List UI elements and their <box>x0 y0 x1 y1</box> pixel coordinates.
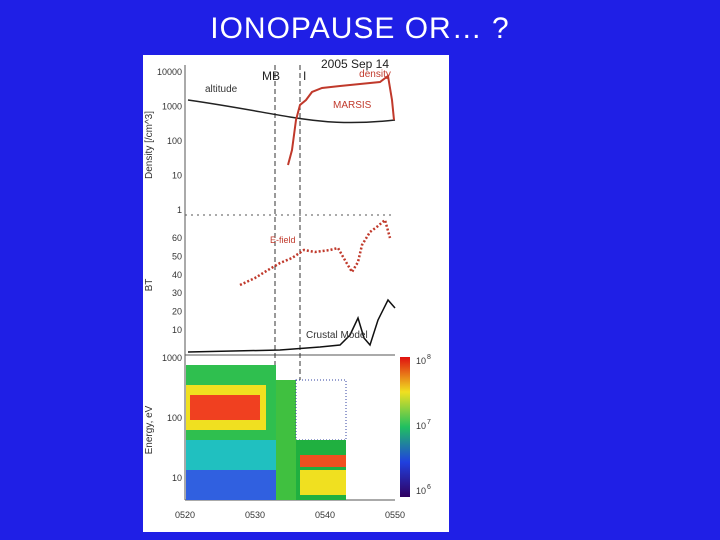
y-axis-title: Energy, eV <box>144 405 155 454</box>
y-tick-label: 30 <box>172 288 182 298</box>
colorbar-tick-exp: 6 <box>427 484 431 491</box>
x-tick-label: 0540 <box>315 510 335 520</box>
y-tick-label: 20 <box>172 307 182 317</box>
y-tick-label: 100 <box>167 413 182 423</box>
density-curve <box>287 74 395 166</box>
x-tick-label: 0550 <box>385 510 405 520</box>
y-tick-label: 10 <box>172 171 182 181</box>
colorbar-tick-exp: 7 <box>427 419 431 426</box>
marsis-label: MARSIS <box>333 100 372 111</box>
colorbar-tick: 10 <box>416 356 426 366</box>
mb-label: MB <box>262 69 280 83</box>
y-tick-label: 60 <box>172 233 182 243</box>
y-tick-label: 100 <box>167 136 182 146</box>
y-tick-label: 1 <box>177 205 182 215</box>
y-tick-label: 40 <box>172 270 182 280</box>
crustal-model-curve <box>187 298 396 353</box>
y-axis-title: Density [/cm^3] <box>144 111 155 179</box>
i-label: I <box>303 69 306 83</box>
colorbar-tick: 10 <box>416 421 426 431</box>
y-tick-label: 1000 <box>162 353 182 363</box>
date: 2005 Sep 14 <box>321 57 389 71</box>
spectrogram <box>186 365 347 500</box>
y-tick-label: 1000 <box>162 102 182 112</box>
density-label: density <box>359 69 391 80</box>
x-tick-label: 0520 <box>175 510 195 520</box>
y-tick-label: 50 <box>172 251 182 261</box>
y-tick-label: 10 <box>172 473 182 483</box>
colorbar-tick-exp: 8 <box>427 354 431 361</box>
efield-label: E-field <box>270 235 296 245</box>
x-tick-label: 0530 <box>245 510 265 520</box>
y-tick-label: 10 <box>172 325 182 335</box>
colorbar <box>400 357 410 497</box>
altitude-curve <box>187 99 396 124</box>
slide-title: IONOPAUSE OR… ? <box>210 12 510 45</box>
efield-points <box>239 217 392 287</box>
y-tick-label: 10000 <box>157 67 182 77</box>
y-axis-title: BT <box>144 279 155 292</box>
crustal-label: Crustal Model <box>306 330 368 341</box>
colorbar-tick: 10 <box>416 486 426 496</box>
altitude-label: altitude <box>205 84 238 95</box>
